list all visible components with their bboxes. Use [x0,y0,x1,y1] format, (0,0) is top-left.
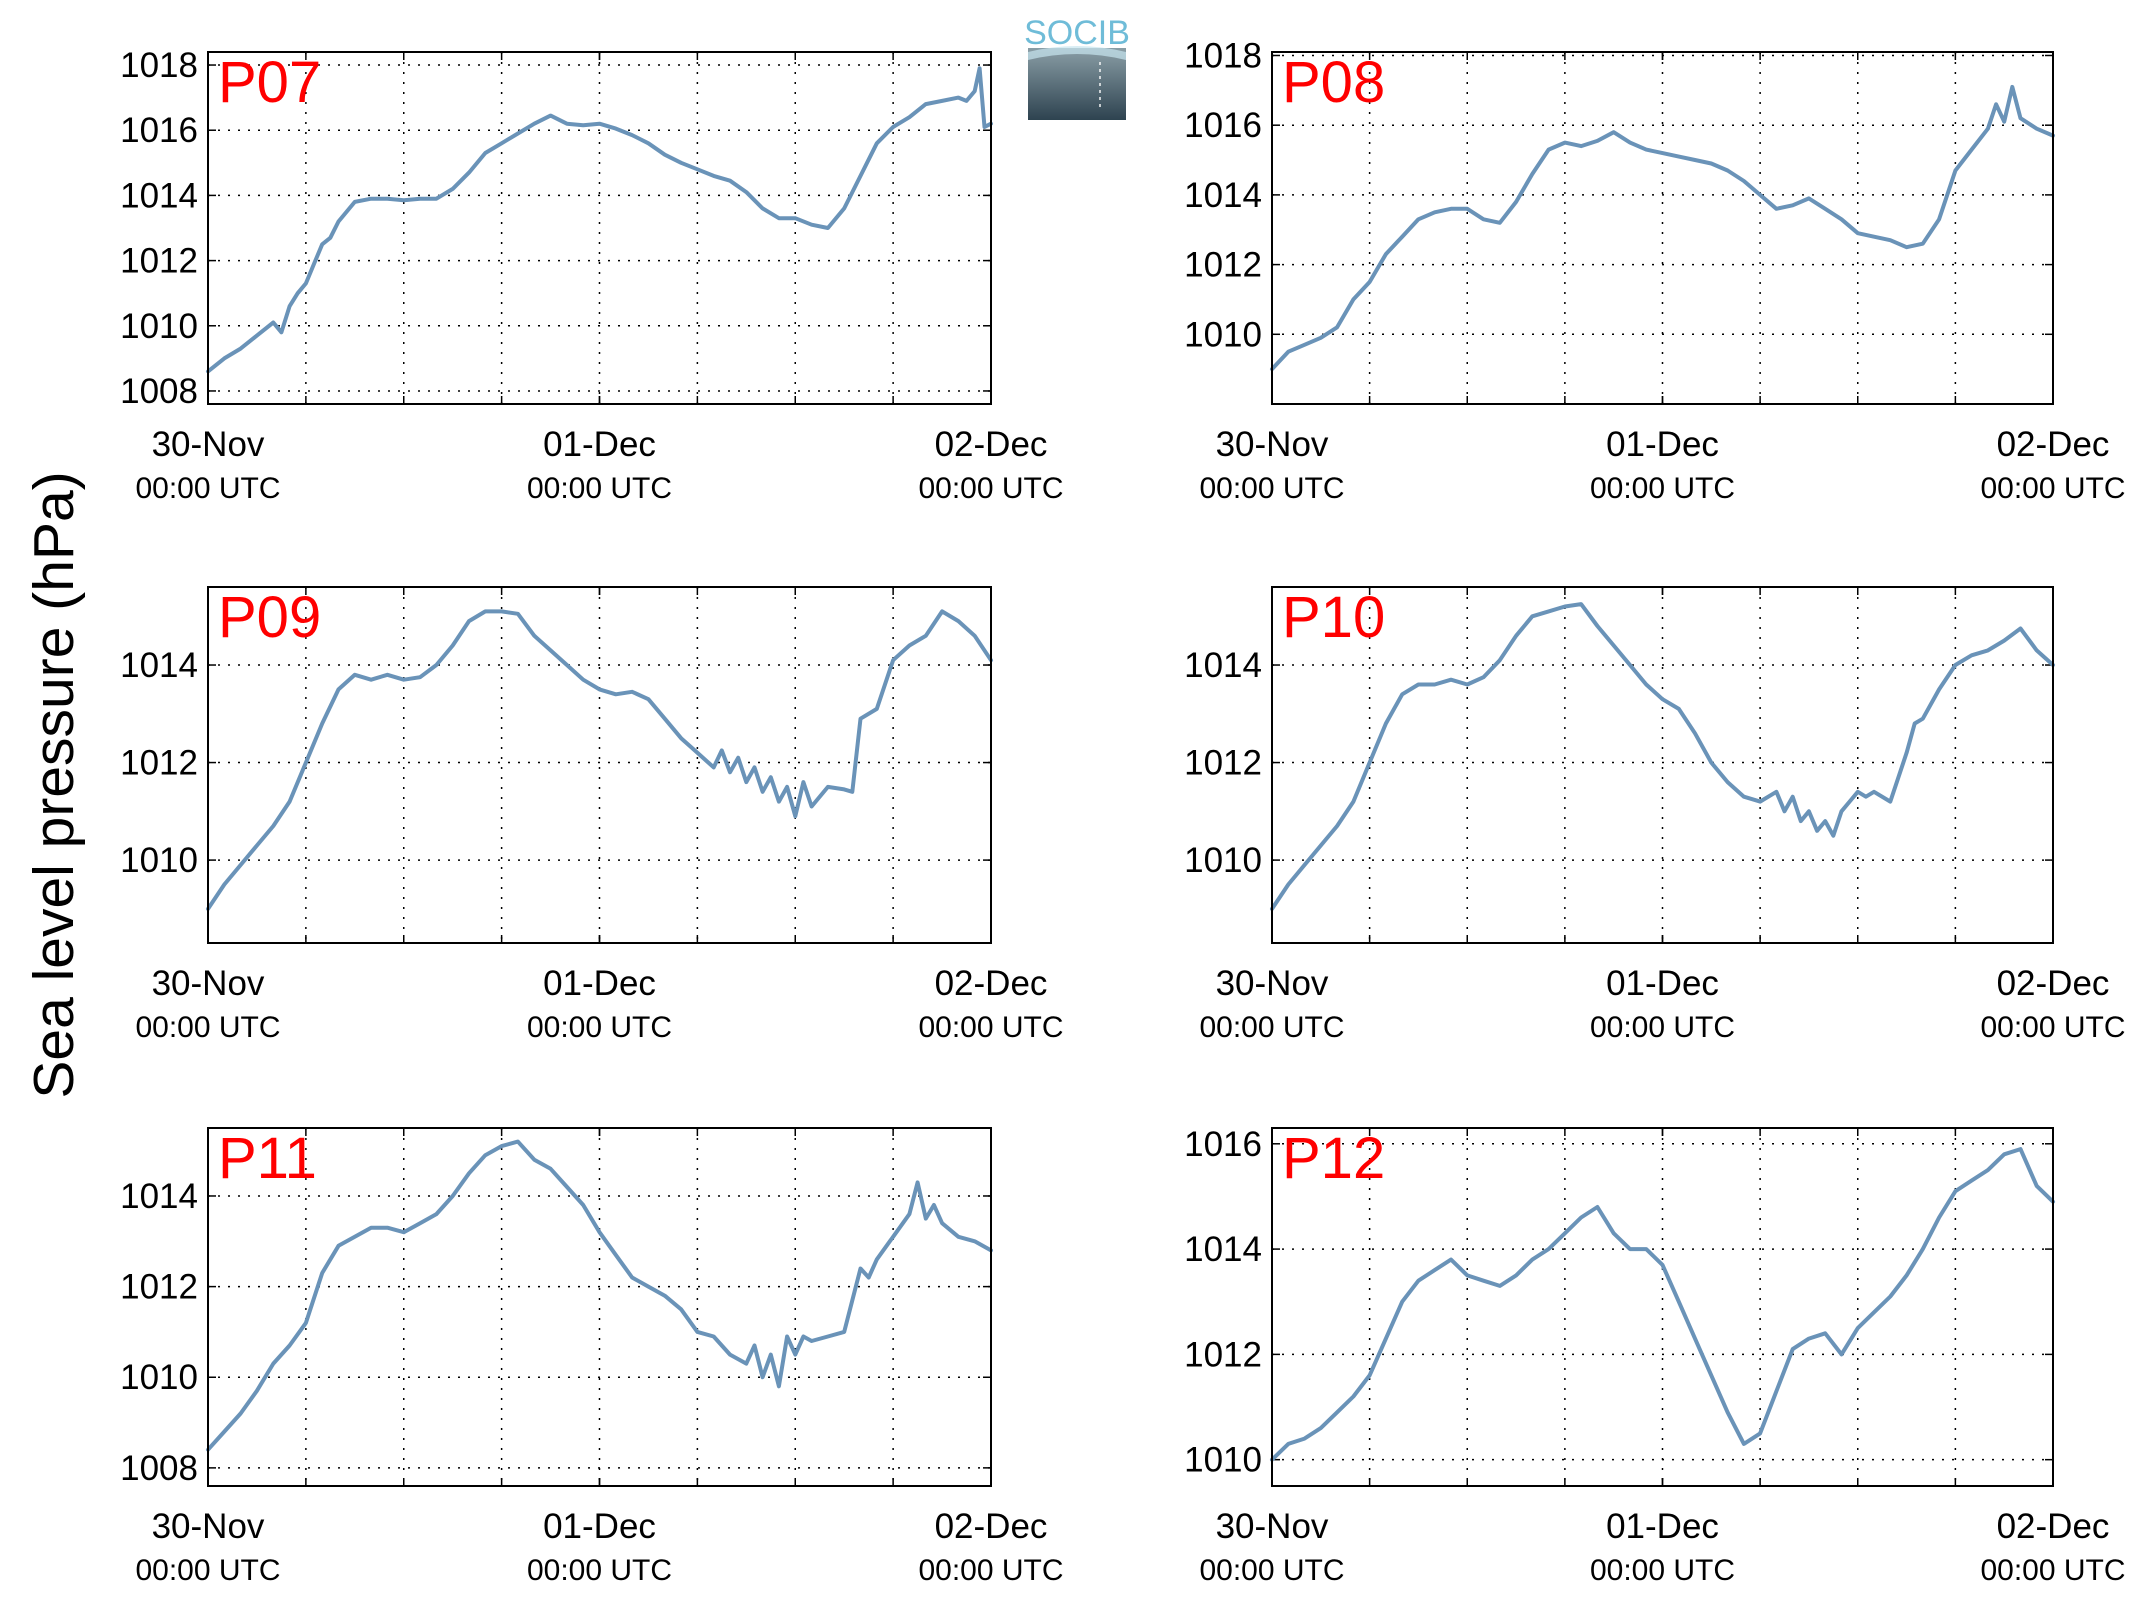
x-tick-label-date: 30-Nov [152,1507,265,1546]
plot-frame [207,586,992,944]
y-tick-label: 1010 [1184,1441,1262,1480]
panel-p12: 1010 1012 1014 1016 30-Nov 00:00 UTC 01-Dec 00:… [1184,1125,2125,1587]
x-tick-label-date: 02-Dec [935,425,1048,464]
y-tick-label: 1012 [1184,246,1262,285]
plot-frame [1271,586,2054,944]
x-tick-label-time: 00:00 UTC [135,472,280,505]
x-tick-label-time: 00:00 UTC [135,1554,280,1587]
panel-label-p08: P08 [1282,50,1385,115]
x-tick-label-time: 00:00 UTC [1590,1554,1735,1587]
x-tick-label-date: 02-Dec [1997,1507,2110,1546]
x-tick-label-time: 00:00 UTC [1199,1011,1344,1044]
x-tick-label-time: 00:00 UTC [1980,1554,2125,1587]
y-tick-label: 1012 [120,744,198,783]
x-tick-label-date: 02-Dec [1997,964,2110,1003]
panel-p09: 1010 1012 1014 30-Nov 00:00 UTC 01-Dec 00:00 U… [120,585,1063,1044]
panel-label-p10: P10 [1282,585,1385,650]
panel-label-p07: P07 [218,50,321,115]
x-tick-label-time: 00:00 UTC [1590,472,1735,505]
socib-logo: SOCIB [1024,14,1130,120]
y-tick-label: 1010 [1184,315,1262,354]
series-line-p11 [206,1139,993,1452]
plot-frame [1271,51,2054,405]
y-tick-label: 1014 [1184,176,1262,215]
series-line-p09 [206,609,993,911]
y-tick-label: 1012 [120,1268,198,1307]
y-tick-label: 1008 [120,372,198,411]
panel-p10: 1010 1012 1014 30-Nov 00:00 UTC 01-Dec 00:00 U… [1184,585,2125,1044]
panel-label-p09: P09 [218,585,321,650]
x-tick-label-time: 00:00 UTC [527,472,672,505]
panel-p11: 1008 1010 1012 1014 30-Nov 00:00 UTC 01-Dec 00:… [120,1126,1063,1587]
x-tick-label-time: 00:00 UTC [135,1011,280,1044]
x-tick-label-date: 02-Dec [935,1507,1048,1546]
x-tick-label-time: 00:00 UTC [527,1011,672,1044]
y-tick-label: 1010 [120,307,198,346]
y-tick-label: 1014 [120,176,198,215]
y-tick-label: 1010 [120,841,198,880]
y-tick-label: 1012 [120,242,198,281]
x-tick-label-date: 30-Nov [1216,964,1329,1003]
series-line-p12 [1270,1147,2055,1462]
x-tick-label-date: 02-Dec [1997,425,2110,464]
series-line-p07 [206,66,993,374]
x-tick-label-date: 30-Nov [1216,1507,1329,1546]
y-tick-label: 1016 [1184,1125,1262,1164]
plot-frame [207,51,992,405]
panel-label-p11: P11 [218,1126,317,1191]
y-tick-label: 1016 [1184,106,1262,145]
x-tick-label-time: 00:00 UTC [1590,1011,1735,1044]
x-tick-label-time: 00:00 UTC [1199,1554,1344,1587]
x-tick-label-date: 02-Dec [935,964,1048,1003]
x-tick-label-time: 00:00 UTC [1199,472,1344,505]
y-tick-label: 1010 [120,1358,198,1397]
y-tick-label: 1016 [120,111,198,150]
series-line-p08 [1270,84,2055,372]
panel-p07: 1008 1010 1012 1014 1016 1018 30-Nov 00:00 UTC 0… [120,46,1063,505]
panel-p08: 1010 1012 1014 1016 1018 30-Nov 00:00 UTC 01-De… [1184,36,2125,505]
y-tick-label: 1018 [1184,36,1262,75]
x-tick-label-date: 30-Nov [152,964,265,1003]
y-tick-label: 1018 [120,46,198,85]
x-tick-label-time: 00:00 UTC [918,1011,1063,1044]
plot-frame [1271,1127,2054,1487]
x-tick-label-date: 01-Dec [1606,1507,1719,1546]
x-tick-label-time: 00:00 UTC [527,1554,672,1587]
y-tick-label: 1008 [120,1449,198,1488]
y-tick-label: 1014 [120,646,198,685]
x-tick-label-date: 01-Dec [543,964,656,1003]
x-tick-label-time: 00:00 UTC [1980,472,2125,505]
socib-logo-text: SOCIB [1024,14,1130,52]
x-tick-label-date: 01-Dec [543,1507,656,1546]
x-tick-label-date: 30-Nov [152,425,265,464]
y-tick-label: 1014 [1184,1230,1262,1269]
x-tick-label-time: 00:00 UTC [1980,1011,2125,1044]
x-tick-label-time: 00:00 UTC [918,1554,1063,1587]
x-tick-label-date: 30-Nov [1216,425,1329,464]
y-tick-label: 1014 [1184,646,1262,685]
panels: 1008 1010 1012 1014 1016 1018 30-Nov 00:00 UTC 0… [120,36,2125,1587]
plot-frame [207,1127,992,1487]
y-tick-label: 1010 [1184,841,1262,880]
y-tick-label: 1012 [1184,1335,1262,1374]
y-tick-label: 1012 [1184,744,1262,783]
series-line-p10 [1270,602,2055,911]
y-axis-label: Sea level pressure (hPa) [22,471,86,1098]
panel-label-p12: P12 [1282,1126,1385,1191]
x-tick-label-date: 01-Dec [543,425,656,464]
y-tick-label: 1014 [120,1177,198,1216]
x-tick-label-date: 01-Dec [1606,964,1719,1003]
x-tick-label-time: 00:00 UTC [918,472,1063,505]
x-tick-label-date: 01-Dec [1606,425,1719,464]
